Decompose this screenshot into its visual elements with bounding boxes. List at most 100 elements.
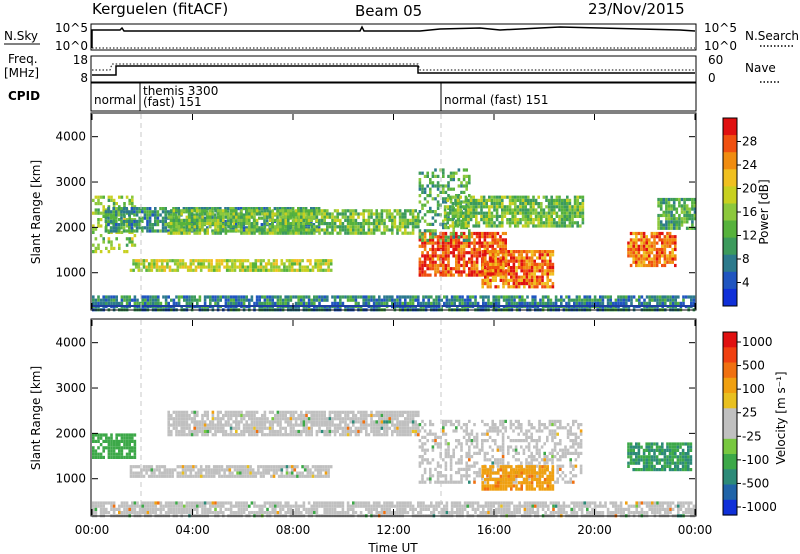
heatmap-cell <box>300 231 303 235</box>
heatmap-cell <box>193 215 196 219</box>
heatmap-cell <box>300 301 303 305</box>
heatmap-cell <box>457 244 461 248</box>
heatmap-cell <box>488 211 491 215</box>
heatmap-cell <box>499 275 503 279</box>
heatmap-cell <box>135 207 139 211</box>
heatmap-cell <box>588 298 592 302</box>
heatmap-cell <box>383 295 386 299</box>
heatmap-cell <box>642 251 646 255</box>
heatmap-cell <box>211 222 215 226</box>
heatmap-cell <box>201 429 204 434</box>
heatmap-cell <box>185 410 189 414</box>
heatmap-cell <box>423 174 427 178</box>
heatmap-cell <box>536 262 539 266</box>
heatmap-cell <box>176 259 180 263</box>
heatmap-cell <box>462 221 465 225</box>
heatmap-cell <box>305 433 308 437</box>
heatmap-cell <box>532 202 535 206</box>
heatmap-cell <box>167 225 170 229</box>
heatmap-cell <box>434 235 437 239</box>
heatmap-cell <box>229 215 233 219</box>
heatmap-cell <box>486 272 490 276</box>
heatmap-cell <box>352 231 355 235</box>
heatmap-cell <box>530 266 534 270</box>
heatmap-cell <box>367 295 371 299</box>
heatmap-cell <box>117 229 121 233</box>
heatmap-cell <box>160 262 164 266</box>
heatmap-cell <box>411 228 415 232</box>
heatmap-cell <box>284 420 287 424</box>
heatmap-cell <box>510 259 513 263</box>
heatmap-cell <box>512 262 516 266</box>
heatmap-cell <box>560 214 564 218</box>
heatmap-cell <box>92 230 95 234</box>
heatmap-cell <box>583 301 586 305</box>
heatmap-cell <box>344 417 347 421</box>
heatmap-cell <box>148 213 152 217</box>
heatmap-cell <box>240 215 243 219</box>
heatmap-cell <box>685 204 689 208</box>
heatmap-cell <box>519 221 522 225</box>
heatmap-cell <box>185 417 189 421</box>
heatmap-cell <box>271 301 274 305</box>
heatmap-cell <box>302 413 306 418</box>
heatmap-cell <box>502 253 505 257</box>
heatmap-cell <box>468 174 471 178</box>
heatmap-cell <box>462 244 466 248</box>
heatmap-cell <box>280 471 284 475</box>
heatmap-cell <box>527 198 530 202</box>
heatmap-cell <box>667 223 671 227</box>
heatmap-cell <box>575 298 579 302</box>
heatmap-cell <box>541 269 544 273</box>
heatmap-cell <box>320 420 324 424</box>
heatmap-cell <box>287 295 290 299</box>
heatmap-cell <box>520 250 523 254</box>
heatmap-cell <box>563 208 566 212</box>
heatmap-cell <box>663 257 667 261</box>
heatmap-cell <box>181 468 185 472</box>
heatmap-cell <box>501 244 505 248</box>
heatmap-cell <box>132 259 135 263</box>
heatmap-cell <box>525 266 529 270</box>
heatmap-cell <box>678 226 681 230</box>
heatmap-cell <box>112 449 116 453</box>
heatmap-cell <box>229 413 233 418</box>
heatmap-cell <box>280 465 284 469</box>
heatmap-cell <box>454 211 457 215</box>
heatmap-cell <box>143 226 147 230</box>
heatmap-cell <box>320 417 324 421</box>
heatmap-cell <box>216 225 220 229</box>
heatmap-cell <box>510 285 513 289</box>
heatmap-cell <box>232 426 235 430</box>
heatmap-cell <box>228 265 232 269</box>
heatmap-cell <box>434 197 437 201</box>
heatmap-cell <box>313 212 316 216</box>
heatmap-cell <box>227 410 230 414</box>
heatmap-cell <box>102 205 105 209</box>
heatmap-cell <box>470 260 474 264</box>
heatmap-cell <box>443 208 447 212</box>
heatmap-cell <box>640 257 643 261</box>
heatmap-cell <box>468 267 471 271</box>
heatmap-cell <box>442 257 445 261</box>
heatmap-cell <box>161 207 165 211</box>
heatmap-cell <box>492 298 495 302</box>
heatmap-cell <box>488 218 491 222</box>
heatmap-cell <box>456 208 460 212</box>
heatmap-cell <box>326 423 329 427</box>
heatmap-cell <box>249 474 252 478</box>
heatmap-cell <box>501 270 505 274</box>
heatmap-cell <box>323 410 326 414</box>
heatmap-cell <box>339 218 342 222</box>
heatmap-cell <box>494 235 497 239</box>
heatmap-cell <box>404 298 407 302</box>
heatmap-cell <box>486 285 490 289</box>
heatmap-cell <box>450 301 454 305</box>
heatmap-cell <box>92 433 95 437</box>
heatmap-cell <box>267 259 271 263</box>
heatmap-cell <box>482 211 486 215</box>
heatmap-cell <box>370 222 373 226</box>
heatmap-cell <box>571 214 574 218</box>
heatmap-cell <box>315 228 319 232</box>
heatmap-cell <box>650 241 654 245</box>
